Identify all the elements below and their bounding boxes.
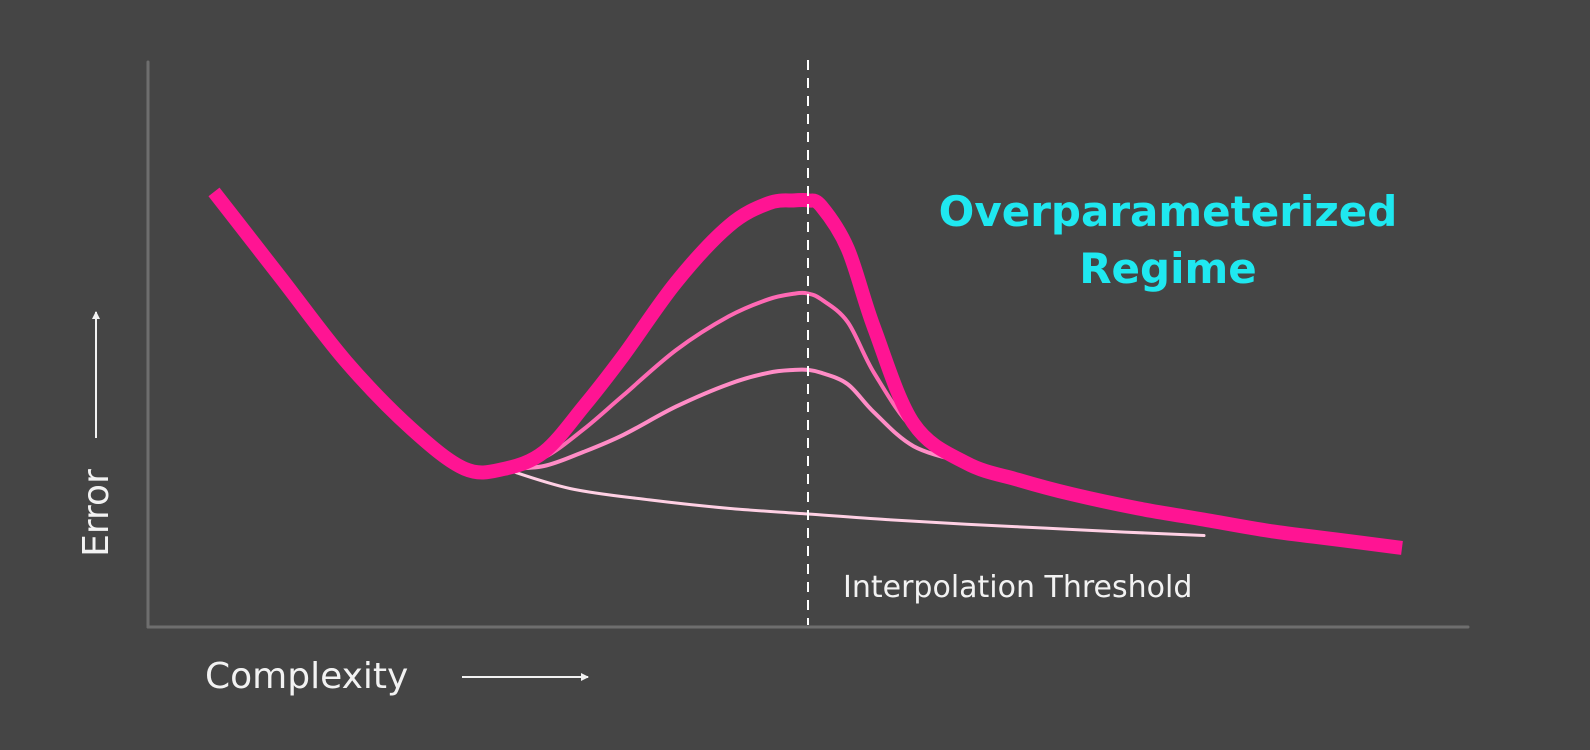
error-curve-main (208, 187, 1403, 555)
series-group (208, 187, 1403, 555)
error-curve-medium (502, 290, 969, 471)
regime-label: Regime (1079, 244, 1257, 293)
x-axis-label: Complexity (205, 656, 408, 697)
interpolation-threshold-label: Interpolation Threshold (843, 570, 1192, 605)
y-axis-label: Error (76, 469, 117, 557)
error-curve-faint (502, 467, 1206, 537)
overparameterized-regime-label: Overparameterized (939, 187, 1398, 236)
error-curve-light (502, 367, 969, 471)
